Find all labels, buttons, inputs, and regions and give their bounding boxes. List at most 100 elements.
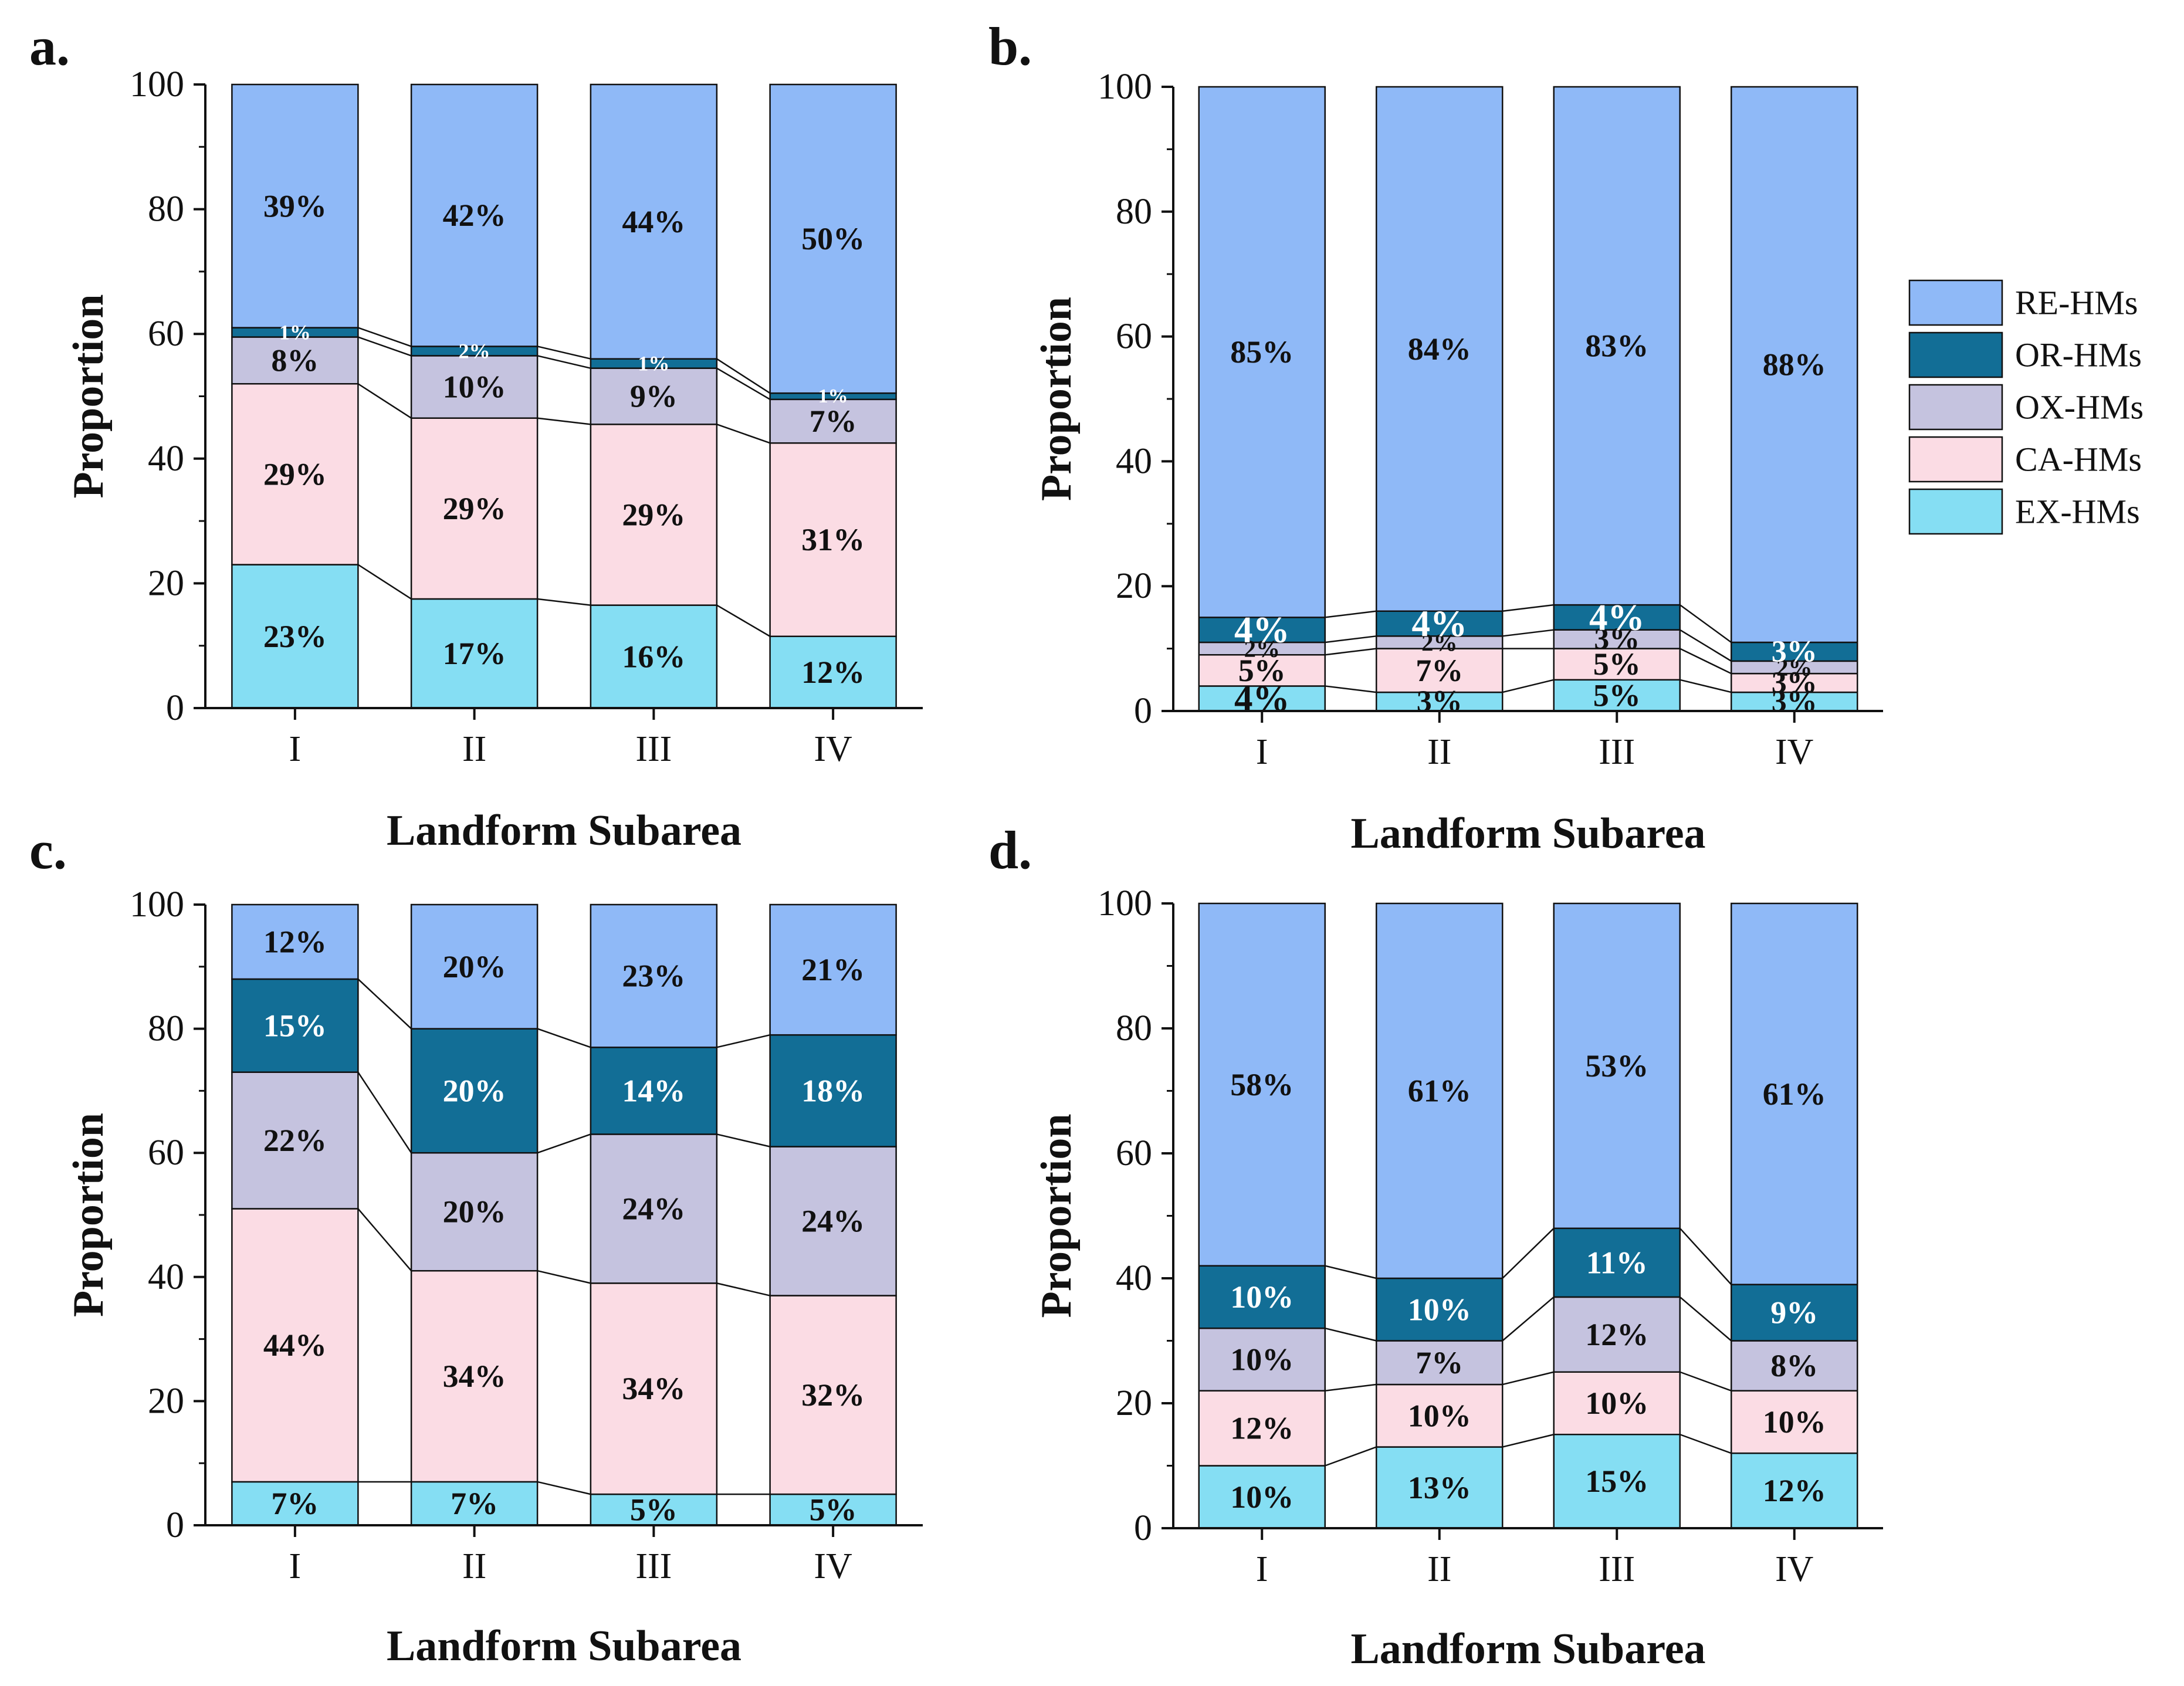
connector-line bbox=[1680, 629, 1732, 662]
connector-line bbox=[1502, 604, 1554, 612]
bar-or-hms-iv bbox=[1731, 1284, 1858, 1342]
x-tick-label: III bbox=[1599, 732, 1635, 772]
bar-re-hms-ii bbox=[1376, 902, 1504, 1279]
data-label: 3% bbox=[1772, 666, 1817, 700]
connector-line bbox=[357, 979, 412, 1030]
data-label: 39% bbox=[263, 188, 327, 224]
connector-line bbox=[716, 424, 771, 444]
x-tick-label: II bbox=[462, 1546, 486, 1586]
y-tick-label: 80 bbox=[1116, 1008, 1152, 1048]
y-tick-label: 80 bbox=[148, 1009, 184, 1049]
data-label: 34% bbox=[622, 1371, 685, 1406]
panel-a: 23%29%8%1%39%17%29%10%2%42%16%29%9%1%44%… bbox=[29, 16, 923, 855]
data-label: 29% bbox=[443, 491, 506, 526]
bar-ca-hms-ii bbox=[410, 1269, 539, 1483]
bar-ex-hms-i bbox=[231, 1481, 359, 1526]
connector-line bbox=[537, 1481, 591, 1495]
data-label: 2% bbox=[1244, 635, 1281, 662]
y-tick-label: 100 bbox=[130, 885, 184, 925]
y-tick-label: 100 bbox=[1098, 67, 1152, 107]
bar-ex-hms-i bbox=[231, 564, 359, 709]
x-tick-label: III bbox=[635, 1546, 672, 1586]
bar-ca-hms-iv bbox=[1731, 672, 1858, 693]
panels: 23%29%8%1%39%17%29%10%2%42%16%29%9%1%44%… bbox=[29, 16, 1883, 1673]
connector-line bbox=[716, 604, 771, 637]
x-tick-label: IV bbox=[814, 729, 852, 769]
bar-or-hms-iv bbox=[1731, 641, 1858, 662]
x-tick-label: II bbox=[1427, 732, 1451, 772]
data-label: 29% bbox=[263, 456, 327, 492]
y-tick-label: 60 bbox=[1116, 317, 1152, 357]
connector-line bbox=[716, 1133, 770, 1147]
legend-swatch-ox-hms bbox=[1908, 384, 2003, 431]
connector-line bbox=[1502, 679, 1555, 693]
data-label: 50% bbox=[801, 221, 865, 256]
data-label: 16% bbox=[622, 639, 685, 674]
bar-or-hms-ii bbox=[410, 1028, 539, 1154]
data-label: 44% bbox=[622, 204, 685, 239]
bar-re-hms-i bbox=[231, 903, 359, 980]
y-tick-label: 20 bbox=[148, 563, 184, 603]
data-label: 58% bbox=[1230, 1067, 1294, 1102]
data-label: 10% bbox=[1230, 1279, 1294, 1315]
legend: RE-HMs OR-HMs OX-HMs CA-HMs EX-HMs bbox=[1908, 279, 2144, 535]
data-label: 22% bbox=[263, 1123, 327, 1158]
x-tick-label: IV bbox=[814, 1546, 852, 1586]
bar-ca-hms-i bbox=[231, 1208, 359, 1483]
bar-ex-hms-iv bbox=[769, 1493, 897, 1526]
data-label: 14% bbox=[622, 1073, 685, 1108]
y-tick-label: 20 bbox=[1116, 566, 1152, 606]
y-axis-title: Proportion bbox=[1032, 297, 1081, 501]
bar-or-hms-iii bbox=[1553, 1227, 1681, 1298]
data-label: 42% bbox=[443, 198, 506, 233]
connector-line bbox=[1325, 1265, 1377, 1279]
legend-label: RE-HMs bbox=[2015, 284, 2138, 322]
data-label: 61% bbox=[1763, 1076, 1826, 1112]
data-label: 13% bbox=[1408, 1470, 1471, 1505]
bar-ox-hms-iv bbox=[769, 398, 897, 444]
legend-label: EX-HMs bbox=[2015, 493, 2140, 531]
bar-or-hms-ii bbox=[1376, 1277, 1504, 1342]
data-label: 12% bbox=[1585, 1317, 1648, 1352]
connector-line bbox=[716, 1282, 770, 1296]
connector-line bbox=[537, 417, 591, 425]
y-tick-label: 100 bbox=[1098, 883, 1152, 923]
y-tick-label: 40 bbox=[1116, 441, 1152, 481]
legend-swatch-re-hms bbox=[1908, 279, 2003, 326]
data-label: 12% bbox=[1230, 1411, 1294, 1446]
data-label: 4% bbox=[1589, 597, 1645, 638]
bar-ox-hms-i bbox=[1198, 1327, 1326, 1392]
bar-ox-hms-iv bbox=[769, 1146, 897, 1296]
bar-ox-hms-iii bbox=[1553, 629, 1681, 649]
connector-line bbox=[1325, 685, 1377, 693]
bar-or-hms-i bbox=[1198, 1265, 1326, 1329]
connector-line bbox=[1680, 648, 1732, 675]
bar-re-hms-i bbox=[1198, 86, 1326, 618]
data-label: 11% bbox=[1586, 1245, 1648, 1280]
y-axis-title: Proportion bbox=[1032, 1113, 1081, 1318]
connector-line bbox=[537, 355, 591, 369]
bar-ca-hms-ii bbox=[1376, 648, 1504, 693]
bar-re-hms-iii bbox=[590, 903, 718, 1048]
bar-ca-hms-iv bbox=[769, 1295, 897, 1495]
x-tick-label: I bbox=[1256, 1549, 1268, 1589]
connector-line bbox=[537, 1133, 591, 1154]
data-label: 5% bbox=[1593, 678, 1641, 713]
connector-line bbox=[1325, 648, 1377, 656]
bar-ca-hms-iii bbox=[590, 1282, 718, 1495]
data-label: 2% bbox=[1776, 654, 1813, 681]
bar-ex-hms-i bbox=[1198, 1465, 1326, 1529]
data-label: 17% bbox=[443, 636, 506, 671]
connector-line bbox=[1680, 1371, 1732, 1392]
bar-ox-hms-ii bbox=[410, 355, 539, 419]
data-label: 15% bbox=[1585, 1464, 1648, 1499]
x-axis-title: Landform Subarea bbox=[387, 807, 741, 855]
connector-line bbox=[1680, 604, 1732, 643]
y-axis-title: Proportion bbox=[65, 1113, 113, 1317]
bar-ox-hms-iv bbox=[1731, 1340, 1858, 1392]
data-label: 1% bbox=[279, 321, 311, 344]
panel-c: 7% 44% 22% 15% 12% 7% 34% 20% 20% 20% 5% 34% 24% 14% 2… bbox=[29, 820, 923, 1670]
data-label: 8% bbox=[271, 343, 319, 378]
bar-ca-hms-i bbox=[231, 382, 359, 566]
data-label: 10% bbox=[1763, 1404, 1826, 1440]
